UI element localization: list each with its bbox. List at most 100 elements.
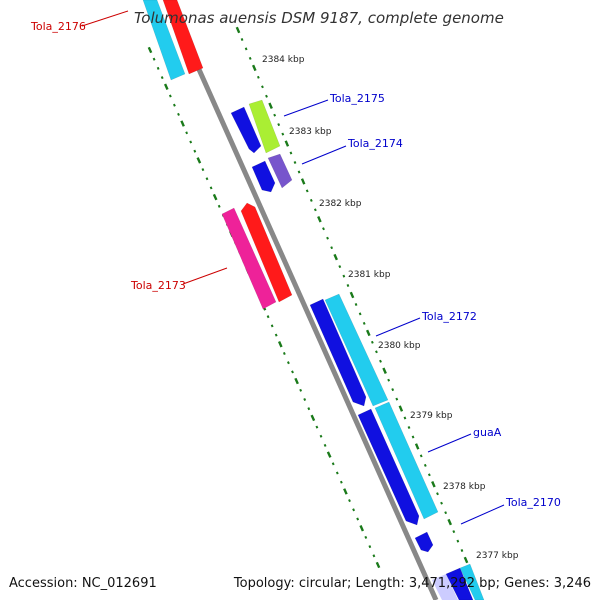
cds-tola-2175-blue[interactable] bbox=[230, 106, 262, 154]
minor-tick-mark bbox=[274, 333, 278, 337]
minor-tick-mark bbox=[411, 435, 415, 439]
major-tick-mark bbox=[447, 518, 452, 526]
minor-tick-mark bbox=[452, 530, 456, 534]
minor-tick-mark bbox=[362, 321, 366, 325]
tick-label-2379: 2379 kbp bbox=[410, 411, 453, 421]
minor-tick-mark bbox=[323, 443, 327, 447]
major-tick-mark bbox=[310, 414, 316, 422]
minor-tick-mark bbox=[331, 462, 335, 466]
gene-label-tola-2176[interactable]: Tola_2176 bbox=[30, 20, 86, 33]
major-tick-mark bbox=[164, 83, 169, 90]
minor-tick-mark bbox=[326, 236, 329, 240]
tick-label-2380: 2380 kbp bbox=[378, 341, 421, 351]
minor-tick-mark bbox=[419, 454, 423, 458]
major-tick-mark bbox=[147, 46, 153, 54]
gene-label-tola-2174[interactable]: Tola_2174 bbox=[347, 137, 403, 150]
minor-tick-mark bbox=[407, 425, 411, 430]
gene-label-tola-2173[interactable]: Tola_2173 bbox=[130, 279, 186, 292]
major-tick-mark bbox=[326, 451, 332, 458]
minor-tick-mark bbox=[335, 471, 339, 475]
gene-label-tola-2170[interactable]: Tola_2170 bbox=[505, 496, 561, 509]
cds-tola-2172-cyan[interactable] bbox=[324, 293, 389, 407]
minor-tick-mark bbox=[277, 123, 281, 127]
major-tick-mark bbox=[349, 291, 355, 299]
gene-label-guaa[interactable]: guaA bbox=[473, 426, 502, 439]
major-tick-mark bbox=[382, 367, 387, 374]
minor-tick-mark bbox=[152, 57, 156, 61]
minor-tick-mark bbox=[460, 549, 464, 552]
minor-tick-mark bbox=[305, 189, 309, 193]
minor-tick-mark bbox=[172, 103, 176, 107]
minor-tick-mark bbox=[423, 463, 427, 467]
cds-bottom-lavender[interactable] bbox=[432, 574, 458, 600]
minor-tick-mark bbox=[309, 198, 313, 202]
minor-tick-mark bbox=[177, 112, 180, 116]
minor-tick-mark bbox=[270, 324, 274, 328]
major-tick-mark bbox=[463, 556, 469, 564]
cds-tola-2172-blue[interactable] bbox=[309, 298, 367, 407]
tick-label-2384: 2384 kbp bbox=[262, 55, 305, 65]
minor-tick-mark bbox=[372, 554, 376, 558]
minor-tick-mark bbox=[456, 539, 460, 543]
minor-tick-mark bbox=[193, 149, 197, 153]
leader-tola-2172 bbox=[375, 317, 421, 337]
major-tick-mark bbox=[398, 405, 404, 412]
inner-dotted-guide bbox=[235, 26, 469, 564]
minor-tick-mark bbox=[364, 535, 368, 539]
major-tick-mark bbox=[343, 488, 348, 495]
cds-tola-2176-red[interactable] bbox=[162, 0, 204, 75]
minor-tick-mark bbox=[205, 177, 209, 181]
major-tick-mark bbox=[180, 120, 185, 127]
leader-lines bbox=[81, 10, 505, 525]
minor-tick-mark bbox=[342, 274, 346, 278]
cds-bottom-cyan[interactable] bbox=[459, 563, 485, 600]
minor-tick-mark bbox=[379, 359, 382, 363]
major-tick-mark bbox=[278, 341, 283, 348]
minor-tick-mark bbox=[240, 38, 244, 41]
minor-tick-mark bbox=[217, 204, 221, 208]
major-tick-mark bbox=[212, 193, 218, 201]
cds-tola-2173-magenta[interactable] bbox=[221, 207, 277, 310]
minor-tick-mark bbox=[160, 76, 164, 80]
major-tick-mark bbox=[196, 157, 202, 164]
minor-tick-mark bbox=[370, 340, 374, 344]
leader-tola-2175 bbox=[283, 99, 329, 117]
major-tick-mark bbox=[235, 26, 241, 34]
gene-label-tola-2172[interactable]: Tola_2172 bbox=[421, 310, 477, 323]
major-tick-mark bbox=[414, 443, 420, 450]
cds-tola-2176-cyan[interactable] bbox=[142, 0, 186, 81]
major-tick-mark bbox=[359, 525, 364, 532]
minor-tick-mark bbox=[256, 75, 260, 79]
tick-label-2377: 2377 kbp bbox=[476, 551, 519, 561]
topology-text: Topology: circular; Length: 3,471,292 bp… bbox=[233, 576, 591, 591]
minor-tick-mark bbox=[444, 511, 448, 515]
cds-tola-2170-blue[interactable] bbox=[414, 531, 434, 553]
minor-tick-mark bbox=[244, 47, 248, 51]
minor-tick-mark bbox=[168, 94, 172, 98]
minor-tick-mark bbox=[427, 473, 431, 477]
cds-guaa-cyan[interactable] bbox=[374, 401, 439, 520]
minor-tick-mark bbox=[201, 168, 205, 172]
minor-tick-mark bbox=[338, 265, 342, 269]
cds-bottom-blue[interactable] bbox=[445, 567, 474, 600]
minor-tick-mark bbox=[403, 416, 407, 420]
cds-guaa-blue[interactable] bbox=[357, 408, 420, 526]
minor-tick-mark bbox=[282, 352, 286, 355]
minor-tick-mark bbox=[391, 388, 395, 392]
leader-guaa bbox=[427, 433, 472, 453]
minor-tick-mark bbox=[291, 370, 294, 374]
cds-tola-2174-blue[interactable] bbox=[251, 160, 276, 193]
accession-text: Accession: NC_012691 bbox=[9, 576, 157, 591]
minor-tick-mark bbox=[297, 170, 301, 174]
cds-tola-2175-lime[interactable] bbox=[248, 99, 281, 154]
gene-label-tola-2175[interactable]: Tola_2175 bbox=[329, 92, 385, 105]
major-tick-mark bbox=[431, 481, 436, 488]
cds-tola-2174-purple[interactable] bbox=[267, 153, 293, 189]
minor-tick-mark bbox=[356, 517, 360, 521]
leader-tola-2173 bbox=[182, 267, 228, 285]
minor-tick-mark bbox=[339, 480, 343, 484]
major-tick-mark bbox=[317, 216, 322, 223]
minor-tick-mark bbox=[273, 113, 277, 117]
cds-tola-2173-red[interactable] bbox=[240, 202, 293, 303]
